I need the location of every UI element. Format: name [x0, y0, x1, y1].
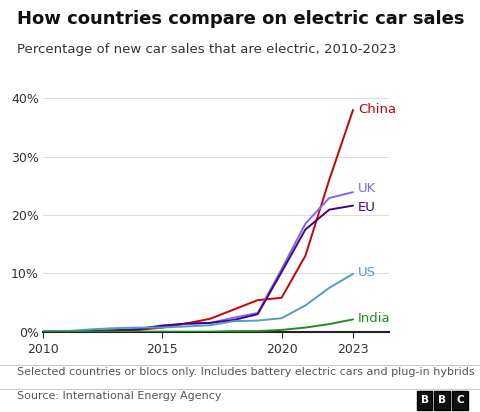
Text: China: China	[358, 103, 396, 116]
Text: B: B	[438, 396, 446, 405]
Text: Source: International Energy Agency: Source: International Energy Agency	[17, 391, 221, 401]
Text: Selected countries or blocs only. Includes battery electric cars and plug-in hyb: Selected countries or blocs only. Includ…	[17, 367, 474, 377]
Text: How countries compare on electric car sales: How countries compare on electric car sa…	[17, 10, 464, 28]
Text: UK: UK	[358, 182, 376, 195]
Text: Percentage of new car sales that are electric, 2010-2023: Percentage of new car sales that are ele…	[17, 43, 396, 56]
Text: US: US	[358, 266, 376, 279]
Text: EU: EU	[358, 201, 376, 214]
Text: C: C	[456, 396, 464, 405]
Text: B: B	[420, 396, 429, 405]
Text: India: India	[358, 312, 390, 325]
